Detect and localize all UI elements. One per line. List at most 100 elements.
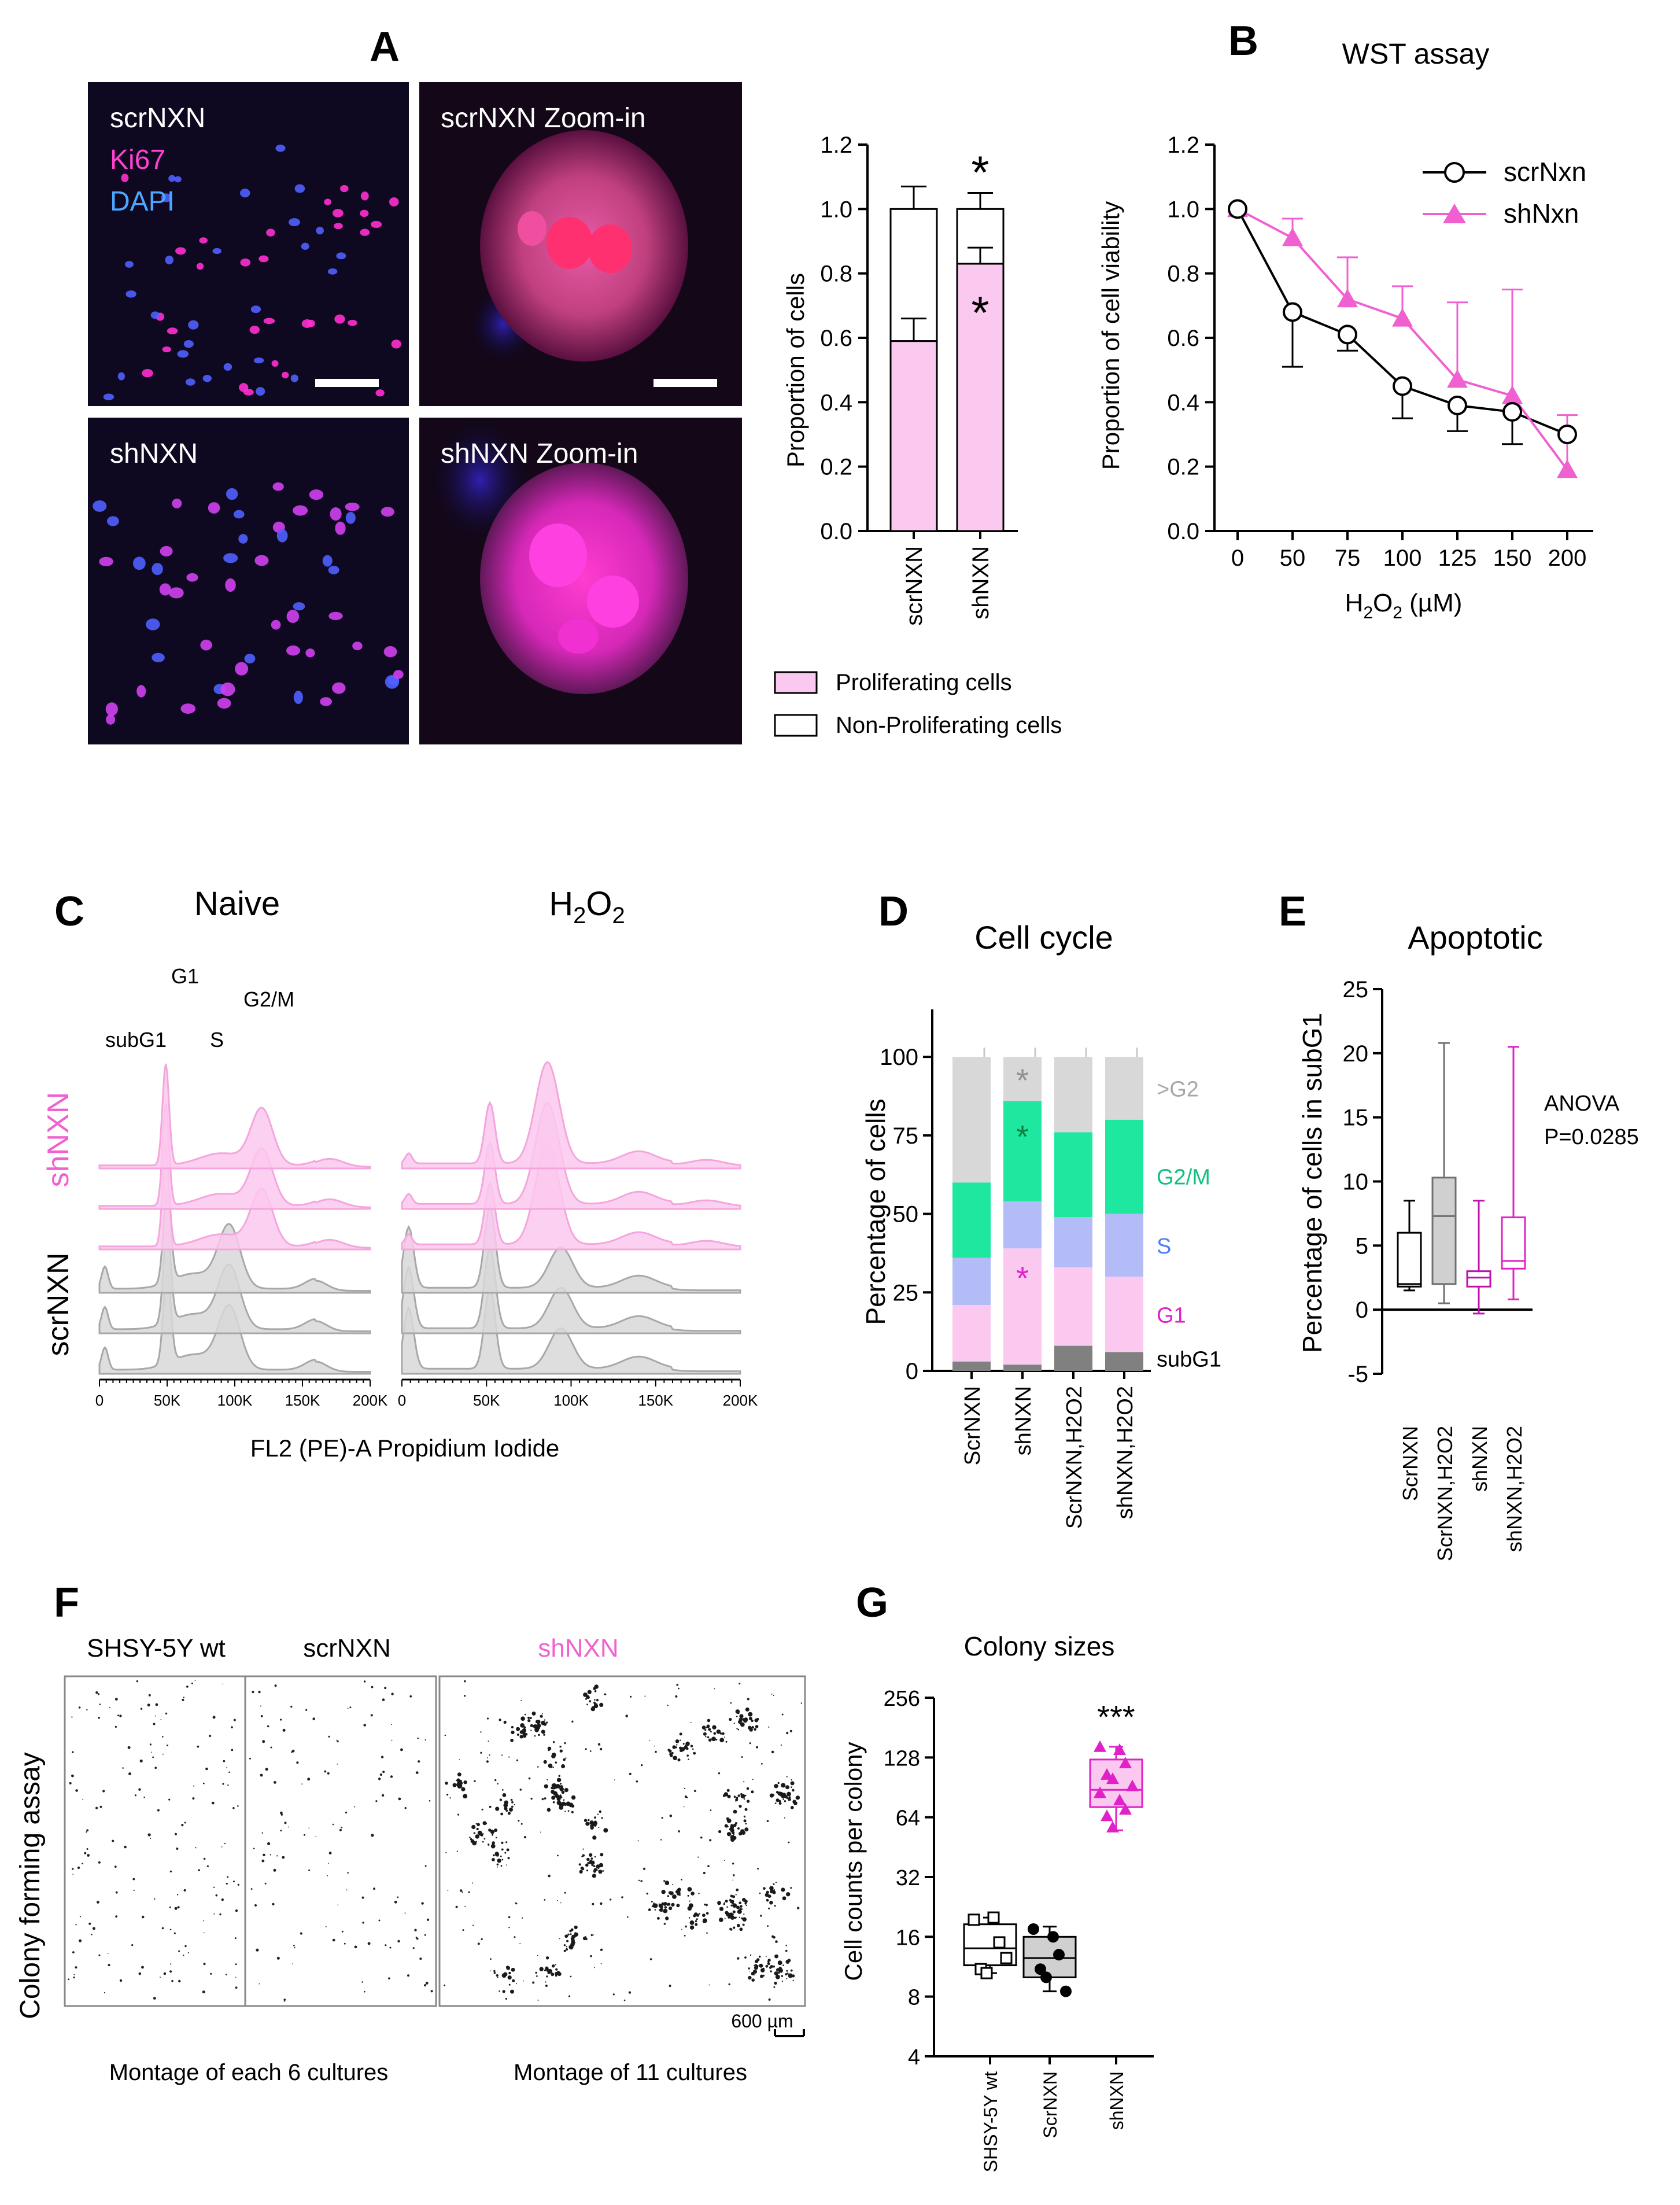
g-box <box>1022 1935 1077 1978</box>
colony-speck <box>663 1923 666 1925</box>
nucleus-dot <box>186 573 198 582</box>
colony-speck <box>579 1870 583 1874</box>
colony-speck <box>562 1785 563 1787</box>
colony-speck <box>730 1915 732 1918</box>
colony-speck <box>213 1886 215 1888</box>
colony-speck <box>712 1725 717 1730</box>
colony-speck <box>723 1792 729 1797</box>
colony-speck <box>707 1736 710 1739</box>
colony-speck <box>315 1835 316 1837</box>
a-legend-swatch-nonprolif <box>774 714 818 737</box>
colony-speck <box>486 1717 489 1720</box>
colony-speck <box>687 1887 692 1892</box>
f-scale-label: 600 µm <box>731 2011 793 2031</box>
d-bar-G2/M <box>1003 1101 1042 1201</box>
nucleus-dot <box>293 602 305 611</box>
colony-speck <box>781 1975 784 1977</box>
colony-speck <box>261 1832 263 1834</box>
colony-speck <box>261 1859 265 1863</box>
colony-speck <box>511 1725 514 1729</box>
e-pvalue: P=0.0285 <box>1544 1125 1639 1149</box>
b-ytick-label: 1.0 <box>1167 197 1199 222</box>
colony-speck <box>265 1768 268 1771</box>
micro-sh-label: shNXN <box>110 438 198 469</box>
colony-speck <box>253 1848 255 1850</box>
colony-speck <box>561 1801 566 1806</box>
colony-speck <box>95 1691 98 1694</box>
e-ytick-label: -5 <box>1347 1362 1368 1387</box>
colony-speck <box>564 1891 566 1894</box>
colony-speck <box>475 1834 479 1839</box>
colony-speck <box>541 1713 543 1714</box>
colony-speck <box>566 1939 569 1942</box>
d-bar-G1 <box>952 1305 991 1362</box>
colony-speck <box>679 1732 682 1736</box>
colony-speck <box>537 1955 538 1956</box>
a-legend-nonprolif: Non-Proliferating cells <box>836 713 1062 738</box>
colony-speck <box>773 1966 775 1968</box>
colony-speck <box>791 1974 795 1978</box>
b-ytick-label: 0.8 <box>1167 261 1199 287</box>
colony-speck <box>769 1886 774 1891</box>
colony-speck <box>745 1823 747 1825</box>
colony-speck <box>789 1730 792 1732</box>
colony-speck <box>704 1904 706 1906</box>
colony-speck <box>597 1813 599 1815</box>
cell-cycle-chart: Cell cycle Percentage of cells 0 25 50 75 10… <box>861 919 1221 1529</box>
colony-speck <box>730 1702 732 1704</box>
colony-speck <box>203 1857 206 1860</box>
colony-speck <box>786 1892 791 1897</box>
colony-speck <box>260 1773 263 1777</box>
colony-speck <box>361 1981 363 1983</box>
d-bar-subG1 <box>1003 1365 1042 1371</box>
colony-speck <box>592 1863 594 1864</box>
nucleus-dot <box>124 261 134 268</box>
d-xtick-label: ScrNXN,H2O2 <box>1062 1386 1087 1529</box>
g-point <box>993 1936 1006 1949</box>
colony-speck <box>499 1990 500 1992</box>
colony-speck <box>472 1924 474 1926</box>
colony-speck <box>726 1818 732 1823</box>
colony-speck <box>559 1787 564 1791</box>
colony-speck <box>685 1741 690 1746</box>
colony-speck <box>643 1867 646 1870</box>
nucleus-dot <box>161 193 172 202</box>
colony-speck <box>187 1952 189 1953</box>
nucleus-dot <box>188 320 199 330</box>
colony-speck <box>640 1880 643 1882</box>
colony-speck <box>668 1891 672 1895</box>
colony-speck <box>506 1848 509 1852</box>
colony-speck <box>736 1716 738 1717</box>
colony-speck <box>740 1793 743 1795</box>
colony-speck <box>558 1775 560 1777</box>
colony-speck <box>370 1714 373 1717</box>
colony-speck <box>494 1779 497 1782</box>
colony-speck <box>771 1935 774 1938</box>
colony-speck <box>775 1882 777 1883</box>
colony-speck <box>391 1724 393 1725</box>
colony-speck <box>499 1798 503 1801</box>
colony-speck <box>641 1764 643 1767</box>
colony-speck <box>254 1904 257 1907</box>
d-bar->G2 <box>1003 1057 1042 1101</box>
colony-speck <box>790 1781 795 1786</box>
colony-speck <box>150 1838 152 1839</box>
a-ytick-label: 0.0 <box>820 519 852 544</box>
colony-speck <box>677 1887 681 1891</box>
colony-speck <box>760 1974 763 1978</box>
colony-speck <box>748 1975 752 1980</box>
colony-images: Colony forming assay SHSY-5Y wt scrNXN s… <box>15 1634 806 2085</box>
colony-speck <box>594 1967 595 1968</box>
colony-speck <box>786 1970 788 1972</box>
colony-speck <box>363 1724 366 1727</box>
colony-speck <box>371 1834 374 1837</box>
colony-speck <box>706 1912 709 1915</box>
colony-speck <box>68 1978 69 1981</box>
d-star-g2m: * <box>1016 1119 1029 1155</box>
colony-speck <box>788 1841 790 1843</box>
g-point <box>1028 1923 1039 1935</box>
colony-speck <box>667 1895 670 1897</box>
colony-speck <box>516 1983 517 1985</box>
colony-speck <box>119 1714 122 1717</box>
colony-speck <box>742 1917 747 1922</box>
